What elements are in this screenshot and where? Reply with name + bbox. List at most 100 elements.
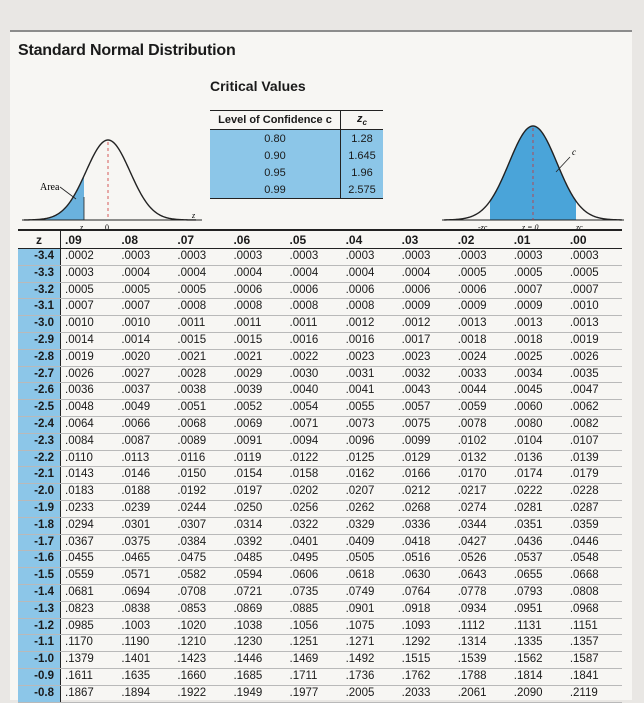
probability-cell: .0116 (173, 450, 230, 468)
probability-cell: .1711 (285, 668, 342, 686)
table-row: -3.0.0010.0010.0011.0011.0011.0012.0012.… (18, 315, 622, 333)
probability-cell: .0022 (285, 349, 342, 367)
z-value-cell: -3.2 (18, 282, 61, 300)
column-header: .03 (397, 229, 454, 249)
probability-cell: .0294 (60, 517, 118, 535)
table-row: -1.6.0455.0465.0475.0485.0495.0505.0516.… (18, 550, 622, 569)
confidence-header: Level of Confidence c (210, 109, 341, 131)
probability-cell: .0668 (565, 567, 622, 585)
probability-cell: .0968 (565, 601, 622, 619)
probability-cell: .0901 (341, 601, 398, 619)
c-label: c (572, 147, 576, 157)
probability-cell: .1894 (117, 685, 174, 703)
probability-cell: .0010 (117, 315, 174, 333)
probability-cell: .0778 (453, 584, 510, 602)
probability-cell: .0021 (229, 349, 286, 367)
left-zero-label: 0 (105, 223, 109, 232)
probability-cell: .0008 (285, 298, 342, 317)
probability-cell: .1251 (285, 634, 342, 653)
probability-cell: .1093 (397, 618, 454, 636)
probability-cell: .0427 (453, 534, 510, 552)
probability-cell: .0003 (173, 248, 230, 266)
probability-cell: .1056 (285, 618, 342, 636)
probability-cell: .0869 (229, 601, 286, 619)
c-pointer (555, 156, 571, 173)
probability-cell: .1492 (341, 651, 398, 669)
probability-cell: .0188 (117, 483, 174, 501)
probability-cell: .0007 (565, 282, 622, 300)
probability-cell: .0004 (397, 265, 454, 283)
probability-cell: .0475 (173, 550, 230, 569)
table-row: -2.2.0110.0113.0116.0119.0122.0125.0129.… (18, 450, 622, 468)
probability-cell: .1446 (229, 651, 286, 669)
column-header: .02 (453, 229, 510, 249)
probability-cell: .0409 (341, 534, 398, 552)
probability-cell: .0004 (341, 265, 398, 283)
z-value-cell: -3.1 (18, 298, 61, 317)
probability-cell: .0154 (229, 466, 286, 485)
probability-cell: .0107 (565, 433, 622, 451)
probability-cell: .0073 (341, 416, 398, 434)
probability-cell: .0036 (60, 382, 118, 401)
left-axis-z-label: z (191, 211, 196, 220)
table-row: -1.3.0823.0838.0853.0869.0885.0901.0918.… (18, 601, 622, 619)
critical-values-table: Level of Confidence c zc 0.80 1.28 0.90 1.6… (210, 109, 383, 200)
probability-cell: .0401 (285, 534, 342, 552)
probability-cell: .1469 (285, 651, 342, 669)
probability-cell: .0048 (60, 399, 118, 417)
table-row: -2.1.0143.0146.0150.0154.0158.0162.0166.… (18, 466, 622, 485)
table-row: -3.1.0007.0007.0008.0008.0008.0008.0009.… (18, 298, 622, 317)
probability-cell: .0150 (173, 466, 230, 485)
probability-cell: .0087 (117, 433, 174, 451)
two-tailed-confidence-graph: c -zc z = 0 zc (442, 125, 624, 232)
probability-cell: .0011 (173, 315, 230, 333)
probability-cell: .0233 (60, 500, 118, 518)
probability-cell: .0655 (509, 567, 566, 585)
critical-values-body: 0.80 1.28 0.90 1.645 0.95 1.96 0.99 2.575 (210, 129, 383, 200)
probability-cell: .0485 (229, 550, 286, 569)
probability-cell: .0004 (173, 265, 230, 283)
probability-cell: .0017 (397, 332, 454, 350)
probability-cell: .0005 (453, 265, 510, 283)
probability-cell: .0708 (173, 584, 230, 602)
probability-cell: .1611 (60, 668, 118, 686)
probability-cell: .2090 (509, 685, 566, 703)
probability-cell: .0051 (173, 399, 230, 417)
probability-cell: .0823 (60, 601, 118, 619)
probability-cell: .0166 (397, 466, 454, 485)
z-value-cell: -1.3 (18, 601, 61, 619)
confidence-level-cell: 0.90 (210, 147, 341, 165)
table-row: -2.5.0048.0049.0051.0052.0054.0055.0057.… (18, 399, 622, 417)
probability-cell: .0934 (453, 601, 510, 619)
probability-cell: .0143 (60, 466, 118, 485)
probability-cell: .1271 (341, 634, 398, 653)
confidence-level-cell: 0.95 (210, 164, 341, 182)
z-score-table: z .09.08.07.06.05.04.03.02.01.00 -3.4.00… (18, 229, 622, 703)
probability-cell: .0019 (60, 349, 118, 367)
probability-cell: .0918 (397, 601, 454, 619)
probability-cell: .0174 (509, 466, 566, 485)
probability-cell: .0571 (117, 567, 174, 585)
probability-cell: .0010 (60, 315, 118, 333)
critical-value-row: 0.90 1.645 (210, 147, 383, 165)
table-row: -2.3.0084.0087.0089.0091.0094.0096.0099.… (18, 433, 622, 451)
probability-cell: .1660 (173, 668, 230, 686)
probability-cell: .1357 (565, 634, 622, 653)
z-value-cell: -1.7 (18, 534, 61, 552)
confidence-level-cell: 0.80 (210, 129, 341, 148)
probability-cell: .0314 (229, 517, 286, 535)
left-z-label: z (79, 223, 84, 232)
probability-cell: .0062 (565, 399, 622, 417)
probability-cell: .1539 (453, 651, 510, 669)
table-row: -3.2.0005.0005.0005.0006.0006.0006.0006.… (18, 282, 622, 300)
table-row: -1.1.1170.1190.1210.1230.1251.1271.1292.… (18, 634, 622, 653)
probability-cell: .0007 (117, 298, 174, 317)
z-table-body: -3.4.0002.0003.0003.0003.0003.0003.0003.… (18, 248, 622, 703)
probability-cell: .0136 (509, 450, 566, 468)
table-row: -3.4.0002.0003.0003.0003.0003.0003.0003.… (18, 248, 622, 266)
probability-cell: .0008 (173, 298, 230, 317)
probability-cell: .0307 (173, 517, 230, 535)
left-bell-curve (23, 139, 196, 221)
probability-cell: .1922 (173, 685, 230, 703)
probability-cell: .1736 (341, 668, 398, 686)
